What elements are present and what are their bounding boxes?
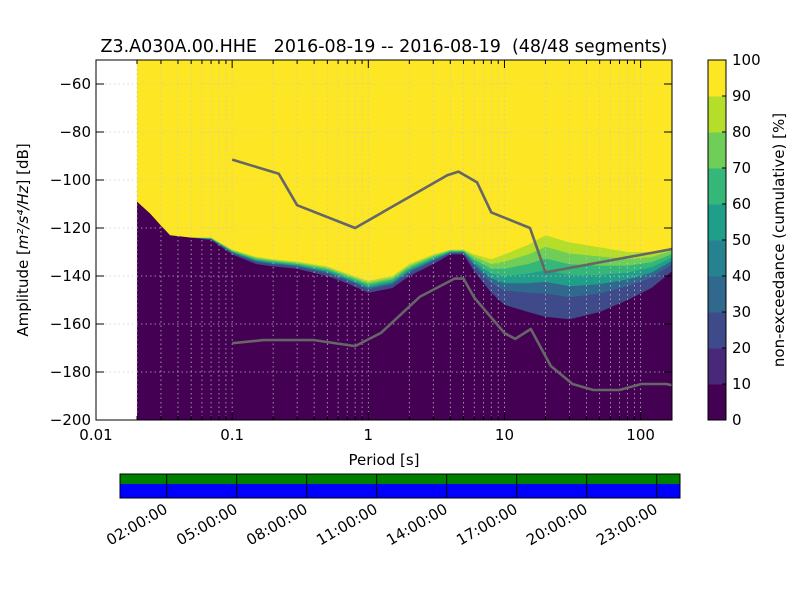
colorbar-swatch — [708, 384, 726, 421]
availability-frame — [119, 473, 681, 499]
x-tick-label: 100 — [626, 426, 655, 444]
y-axis-label-prefix: Amplitude [ — [14, 249, 32, 337]
density-band-layer — [137, 201, 672, 320]
time-tick-label: 23:00:00 — [593, 500, 660, 549]
colorbar-swatch — [708, 348, 726, 385]
nhnm-noise-model-line — [231, 158, 672, 274]
availability-bar: 02:00:00 05:00:00 08:00:00 11:00:00 14:00:00… — [103, 473, 681, 549]
availability-band-upper — [120, 474, 680, 484]
colorbar-tick-label: 90 — [732, 87, 751, 105]
colorbar-tick-label: 80 — [732, 123, 751, 141]
chart-title: Z3.A030A.00.HHE 2016-08-19 -- 2016-08-19… — [101, 37, 668, 57]
x-axis-ticks: 0.01 0.1 1 10 100 — [79, 60, 655, 444]
plot-frame — [95, 59, 673, 421]
colorbar-swatch — [708, 276, 726, 313]
colorbar-swatch — [708, 312, 726, 349]
y-axis-label-units: m²/s⁴/Hz — [14, 184, 32, 249]
availability-band-lower — [120, 484, 680, 498]
colorbar-tick-label: 10 — [732, 375, 751, 393]
grid — [96, 60, 672, 420]
y-tick-label: −60 — [59, 75, 91, 93]
y-tick-label: −160 — [50, 315, 91, 333]
colorbar-swatch — [708, 240, 726, 277]
y-tick-label: −80 — [59, 123, 91, 141]
y-tick-label: −200 — [50, 411, 91, 429]
time-tick-label: 14:00:00 — [383, 500, 450, 549]
x-tick-label: 0.01 — [79, 426, 112, 444]
time-tick-label: 20:00:00 — [523, 500, 590, 549]
time-tick-label: 08:00:00 — [243, 500, 310, 549]
x-tick-label: 10 — [495, 426, 514, 444]
colorbar: 0 10 20 30 40 50 60 70 80 90 100 non-exceedance (c… — [707, 51, 788, 429]
colorbar-tick-label: 50 — [732, 231, 751, 249]
y-tick-label: −100 — [50, 171, 91, 189]
colorbar-ticks: 0 10 20 30 40 50 60 70 80 90 100 — [722, 51, 761, 429]
y-axis-ticks: −60 −80 −100 −120 −140 −160 −180 −200 — [50, 75, 672, 429]
colorbar-swatch — [708, 60, 726, 97]
colorbar-swatch — [708, 204, 726, 241]
colorbar-swatches — [708, 60, 726, 421]
y-tick-label: −140 — [50, 267, 91, 285]
colorbar-tick-label: 100 — [732, 51, 761, 69]
y-tick-label: −180 — [50, 363, 91, 381]
density-gradient-band — [137, 201, 672, 320]
x-tick-label: 0.1 — [220, 426, 244, 444]
time-tick-label: 05:00:00 — [173, 500, 240, 549]
y-axis-label: Amplitude [m²/s⁴/Hz] [dB] — [14, 143, 32, 336]
y-axis-label-suffix: ] [dB] — [14, 143, 32, 185]
psd-plot: 0.01 0.1 1 10 100 −60 −80 −100 −120 −140 −160 −180… — [14, 37, 673, 469]
x-tick-label: 1 — [364, 426, 374, 444]
colorbar-label: non-exceedance (cumulative) [%] — [770, 113, 788, 367]
colorbar-tick-label: 30 — [732, 303, 751, 321]
x-axis-label: Period [s] — [348, 451, 419, 469]
colorbar-tick-label: 0 — [732, 411, 742, 429]
colorbar-swatch — [708, 132, 726, 169]
colorbar-swatch — [708, 168, 726, 205]
colorbar-tick-label: 40 — [732, 267, 751, 285]
colorbar-tick-label: 60 — [732, 195, 751, 213]
time-tick-label: 11:00:00 — [313, 500, 380, 549]
nlnm-noise-model-line — [232, 277, 672, 392]
time-tick-label: 02:00:00 — [103, 500, 170, 549]
colorbar-swatch — [708, 96, 726, 133]
colorbar-tick-label: 20 — [732, 339, 751, 357]
y-tick-label: −120 — [50, 219, 91, 237]
colorbar-tick-label: 70 — [732, 159, 751, 177]
time-tick-label: 17:00:00 — [453, 500, 520, 549]
